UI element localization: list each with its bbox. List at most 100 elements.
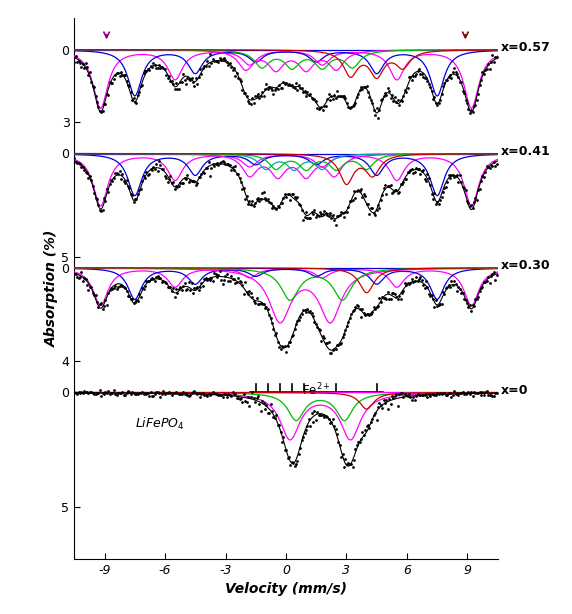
Point xyxy=(475,286,484,296)
Point xyxy=(235,394,244,404)
Text: LiFePO$_4$: LiFePO$_4$ xyxy=(135,416,185,432)
Point xyxy=(383,181,392,191)
Point xyxy=(286,460,295,470)
Point xyxy=(464,387,473,397)
Point xyxy=(87,387,96,397)
Point xyxy=(431,391,440,400)
Y-axis label: Absorption (%): Absorption (%) xyxy=(45,230,59,348)
Point xyxy=(464,302,473,312)
Point xyxy=(331,424,340,434)
Point xyxy=(383,404,392,414)
Point xyxy=(212,389,221,399)
Point xyxy=(266,400,275,410)
Point xyxy=(200,390,209,400)
Point xyxy=(172,181,181,191)
Point xyxy=(347,102,356,112)
Point xyxy=(396,389,405,398)
Point xyxy=(392,98,401,107)
Point xyxy=(398,179,407,189)
Point xyxy=(351,98,360,107)
Point xyxy=(297,83,306,93)
Point xyxy=(220,389,229,399)
Point xyxy=(106,387,116,397)
Point xyxy=(241,278,250,287)
Point xyxy=(467,306,476,316)
Point xyxy=(95,385,104,395)
Point xyxy=(279,77,288,87)
Point xyxy=(435,298,444,308)
Point xyxy=(332,211,341,221)
Point xyxy=(316,103,325,113)
Point xyxy=(90,389,99,399)
Point xyxy=(293,192,302,202)
Point xyxy=(129,298,138,308)
Point xyxy=(325,208,335,218)
Point xyxy=(470,301,479,311)
Point xyxy=(161,278,170,288)
Point xyxy=(313,211,322,220)
Point xyxy=(202,275,212,285)
Point xyxy=(184,177,193,187)
Point xyxy=(265,311,274,321)
Point xyxy=(163,388,172,398)
Point xyxy=(73,389,82,399)
Point xyxy=(208,160,217,169)
Point xyxy=(87,176,96,185)
Point xyxy=(489,391,498,400)
Point xyxy=(353,185,363,195)
Point xyxy=(137,283,146,293)
Point xyxy=(149,274,158,284)
Point xyxy=(371,304,380,314)
Point xyxy=(434,200,443,209)
Point xyxy=(321,338,330,348)
Point xyxy=(423,169,432,179)
Point xyxy=(465,201,474,211)
Point xyxy=(320,333,329,343)
Point xyxy=(387,188,396,198)
Point xyxy=(456,177,466,187)
Point xyxy=(109,74,118,84)
Point xyxy=(129,93,138,103)
Point xyxy=(146,387,155,397)
Point xyxy=(133,90,142,100)
Point xyxy=(454,72,463,82)
Point xyxy=(94,103,103,112)
Point xyxy=(98,388,107,398)
Point xyxy=(374,113,383,123)
Point xyxy=(238,397,247,407)
Point xyxy=(156,392,165,402)
Point xyxy=(491,388,500,398)
Point xyxy=(393,188,402,198)
Point xyxy=(413,164,422,174)
Point xyxy=(432,389,442,398)
Point xyxy=(454,282,463,292)
Point xyxy=(182,73,192,83)
Point xyxy=(392,389,401,399)
Point xyxy=(375,203,384,213)
Point xyxy=(194,72,203,82)
Point xyxy=(485,64,494,74)
Point xyxy=(444,170,453,180)
Point xyxy=(185,175,194,185)
Point xyxy=(77,267,86,277)
Point xyxy=(379,91,388,101)
Point xyxy=(148,273,157,283)
Point xyxy=(407,76,416,85)
Point xyxy=(417,391,426,400)
Point xyxy=(440,78,449,88)
Point xyxy=(215,266,224,276)
Point xyxy=(130,297,140,307)
Point xyxy=(376,195,386,205)
Point xyxy=(422,276,431,286)
Point xyxy=(256,298,265,308)
Point xyxy=(416,169,425,179)
Point xyxy=(461,95,470,105)
Point xyxy=(363,309,372,319)
Point xyxy=(386,398,395,408)
Point xyxy=(119,69,128,79)
Point xyxy=(410,71,419,81)
Point xyxy=(256,406,265,416)
Text: x=0.30: x=0.30 xyxy=(500,259,550,272)
Point xyxy=(327,417,336,427)
Point xyxy=(403,391,412,401)
